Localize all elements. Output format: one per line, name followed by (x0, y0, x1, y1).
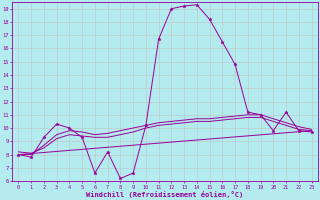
X-axis label: Windchill (Refroidissement éolien,°C): Windchill (Refroidissement éolien,°C) (86, 191, 244, 198)
